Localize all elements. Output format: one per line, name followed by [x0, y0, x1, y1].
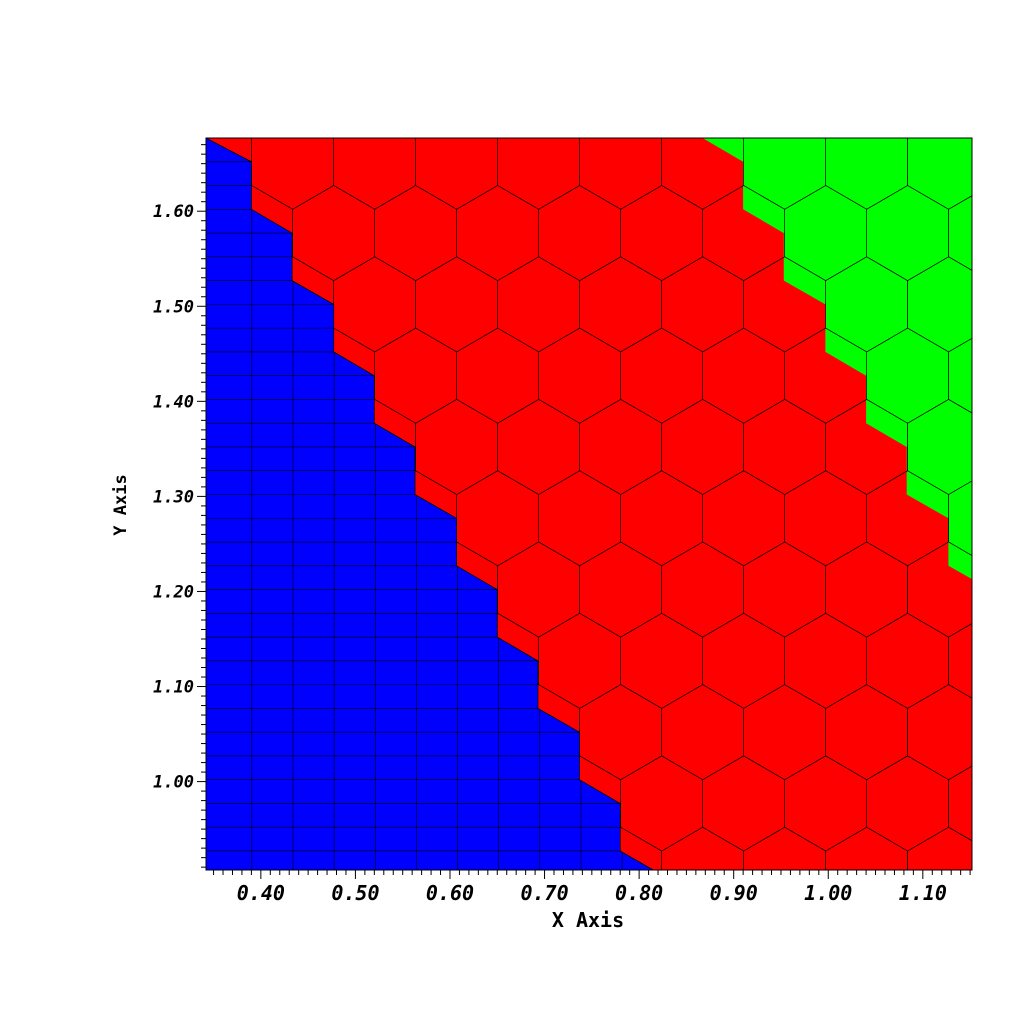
- region-green: [702, 138, 972, 580]
- hex-cell: [990, 685, 1024, 780]
- hex-cell: [743, 826, 827, 870]
- hex-cell: [990, 827, 1024, 922]
- y-tick-label: 1.00: [153, 773, 194, 793]
- y-tick-label: 1.40: [153, 392, 194, 412]
- hex-cell: [867, 899, 949, 994]
- x-tick-label: 0.40: [237, 881, 285, 905]
- hex-cell: [129, 471, 211, 566]
- hex-cell: [88, 827, 170, 922]
- hex-cell: [703, 899, 785, 994]
- hex-cell: [88, 685, 170, 780]
- x-tick-label: 0.70: [520, 881, 568, 905]
- hex-cell: [990, 827, 1024, 922]
- x-tick-label: 1.00: [804, 881, 852, 905]
- hex-cell: [88, 114, 170, 209]
- hex-cell: [785, 899, 867, 994]
- hex-cell: [990, 542, 1024, 637]
- hex-cell: [661, 826, 745, 870]
- plot-frame: [205, 137, 973, 871]
- hex-cell: [825, 826, 908, 870]
- hex-cell: [949, 899, 1024, 994]
- hex-cell: [621, 899, 703, 994]
- hex-cell: [621, 899, 703, 994]
- hex-cell: [206, 206, 211, 260]
- hex-cell: [785, 899, 867, 994]
- x-axis-ticks: 0.40 0.50 0.60 0.70 0.80 0.90 1.00 1.10: [213, 870, 971, 905]
- hex-cell: [375, 899, 457, 994]
- hex-cell: [990, 685, 1024, 780]
- hex-cell: [990, 114, 1024, 209]
- hex-cell: [129, 186, 211, 281]
- y-tick-label: 1.50: [153, 297, 194, 317]
- x-axis-title: X Axis: [552, 908, 624, 932]
- x-tick-label: 0.50: [331, 881, 379, 905]
- hex-cell: [206, 776, 211, 831]
- hex-cell: [990, 399, 1024, 494]
- hex-cell: [949, 899, 1024, 994]
- hex-cell: [88, 685, 170, 780]
- hex-cell: [293, 899, 375, 994]
- x-tick-label: 0.80: [615, 881, 663, 905]
- hex-cell: [211, 899, 293, 994]
- hex-cell: [457, 899, 539, 994]
- x-tick-label: 1.10: [899, 881, 947, 905]
- hex-cell: [129, 899, 211, 994]
- y-tick-label: 1.20: [153, 582, 194, 602]
- hex-cell: [88, 827, 170, 922]
- hex-cell: [293, 899, 375, 994]
- region-blue: [206, 138, 655, 870]
- hex-cell: [375, 899, 457, 994]
- hex-cell: [579, 826, 663, 870]
- hex-cell: [990, 257, 1024, 352]
- hex-cell: [867, 899, 949, 994]
- x-tick-label: 0.90: [710, 881, 758, 905]
- y-axis-title: Y Axis: [111, 474, 131, 535]
- x-tick-label: 0.60: [426, 881, 474, 905]
- hex-cell: [129, 756, 211, 851]
- y-axis-ticks: 1.00 1.10 1.20 1.30 1.40 1.50 1.60: [153, 144, 206, 868]
- y-tick-label: 1.30: [153, 487, 194, 507]
- hex-cell: [211, 899, 293, 994]
- hex-cell: [88, 114, 170, 209]
- y-tick-label: 1.10: [153, 678, 194, 698]
- hex-cell: [990, 257, 1024, 352]
- hex-cell: [990, 542, 1024, 637]
- hex-cell: [990, 114, 1024, 209]
- hex-cell: [457, 899, 539, 994]
- hex-cell: [907, 826, 972, 870]
- hex-cell: [129, 899, 211, 994]
- hex-cell: [703, 899, 785, 994]
- plot-area: [88, 114, 1024, 994]
- hex-cell: [907, 541, 972, 580]
- hex-cell: [206, 491, 211, 546]
- hex-cell: [990, 399, 1024, 494]
- y-tick-label: 1.60: [153, 202, 194, 222]
